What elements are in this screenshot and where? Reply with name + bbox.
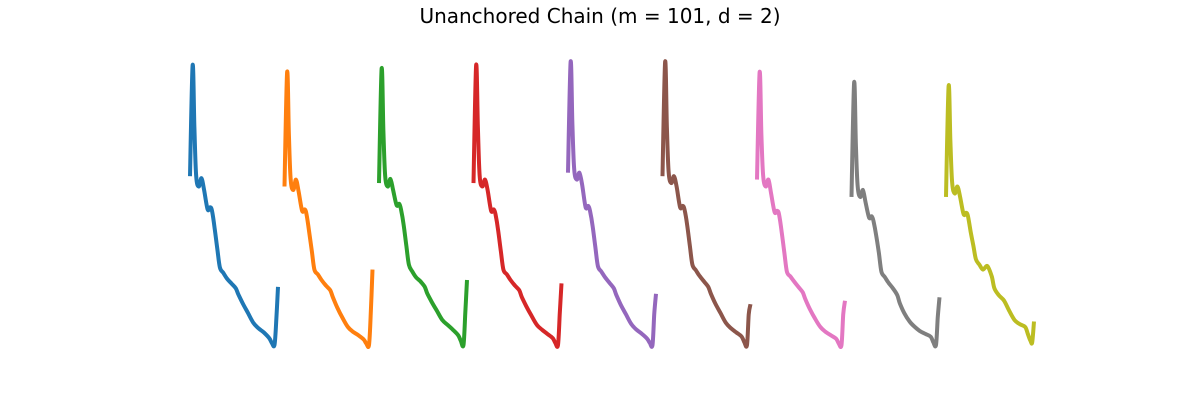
chart-title: Unanchored Chain (m = 101, d = 2) [419, 4, 781, 28]
series-line-7 [755, 69, 847, 349]
series-line-3 [377, 66, 469, 349]
series-line-6 [660, 59, 753, 349]
series-line-5 [566, 59, 658, 349]
series-line-8 [849, 80, 942, 349]
series-line-1 [188, 62, 280, 349]
series-line-9 [944, 83, 1036, 346]
series-line-2 [282, 69, 375, 349]
series-line-4 [471, 62, 564, 349]
